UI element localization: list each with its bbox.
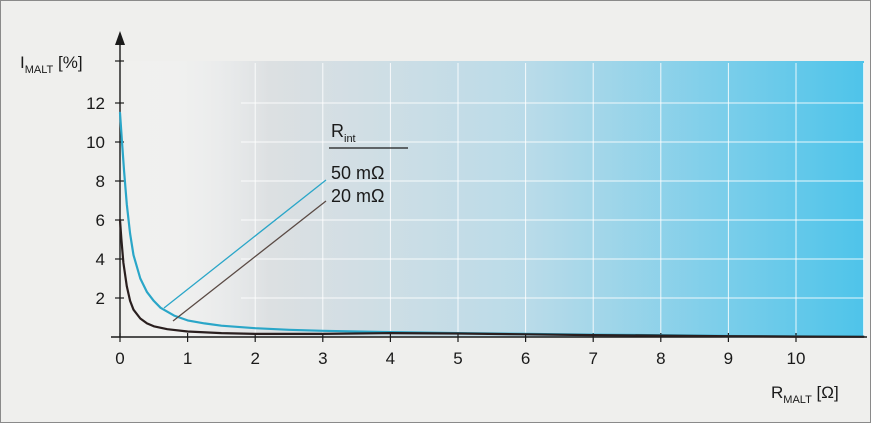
series-line-20mohm (118, 218, 865, 338)
x-axis-title: RMALT [Ω] (771, 383, 839, 406)
y-tick-label: 8 (96, 172, 105, 191)
plot-background (121, 61, 864, 337)
leader-line-50mohm (163, 179, 327, 309)
x-tick-label: 8 (656, 349, 665, 368)
x-tick-label: 1 (183, 349, 192, 368)
grid (241, 63, 865, 337)
y-tick-label: 4 (96, 250, 105, 269)
y-axis-title: IMALT [%] (20, 53, 83, 76)
legend-title-main: R (331, 121, 344, 141)
x-tick-label: 6 (521, 349, 530, 368)
x-tick-label: 0 (115, 349, 124, 368)
y-ticks: 2 4 6 8 10 12 (86, 60, 124, 308)
y-tick-label: 12 (86, 94, 105, 113)
x-tick-label: 7 (588, 349, 597, 368)
y-tick-label: 2 (96, 289, 105, 308)
x-tick-label: 5 (453, 349, 462, 368)
x-tick-label: 9 (724, 349, 733, 368)
leader-line-20mohm (172, 200, 327, 322)
x-ticks: 0 1 2 3 4 5 6 7 8 9 10 (115, 333, 805, 368)
y-axis-arrow (115, 31, 125, 45)
y-tick-label: 10 (86, 133, 105, 152)
legend-label-50mohm: 50 mΩ (331, 163, 384, 183)
series-layer (118, 111, 865, 338)
y-tick-label: 6 (96, 211, 105, 230)
legend-title-sub: int (344, 133, 356, 145)
legend-label-20mohm: 20 mΩ (331, 186, 384, 206)
x-tick-label: 2 (250, 349, 259, 368)
x-tick-label: 3 (318, 349, 327, 368)
legend-title: Rint (331, 121, 356, 145)
x-tick-label: 10 (787, 349, 806, 368)
x-tick-label: 4 (386, 349, 395, 368)
